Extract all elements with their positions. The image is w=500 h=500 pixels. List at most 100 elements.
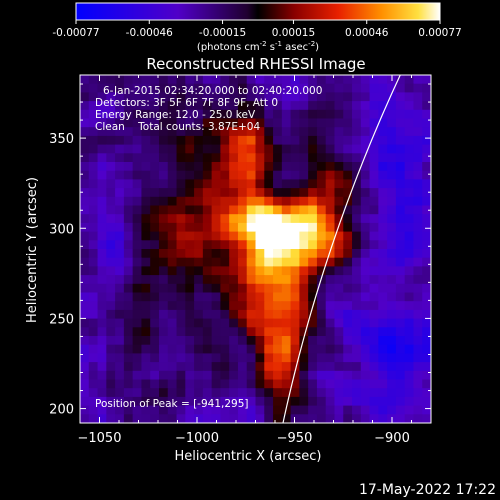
heatmap-cell xyxy=(325,196,336,207)
heatmap-cell xyxy=(360,231,371,241)
heatmap-cell xyxy=(299,266,309,276)
heatmap-cell xyxy=(97,309,107,320)
colorbar-tick-label: -0.00046 xyxy=(126,27,174,39)
heatmap-cell xyxy=(97,353,107,363)
heatmap-cell xyxy=(369,162,379,172)
heatmap-cell xyxy=(413,214,423,224)
heatmap-cell xyxy=(395,353,406,363)
heatmap-cell xyxy=(194,353,204,363)
heatmap-cell xyxy=(422,144,431,154)
heatmap-cell xyxy=(343,318,353,328)
heatmap-cell xyxy=(395,162,406,172)
heatmap-cell xyxy=(273,75,283,85)
heatmap-cell xyxy=(176,327,186,337)
heatmap-cell xyxy=(316,170,327,180)
peak-position-label: Position of Peak = [-941,295] xyxy=(95,398,249,410)
heatmap-cell xyxy=(194,388,204,398)
heatmap-cell xyxy=(246,144,257,154)
colorbar-gradient xyxy=(75,2,441,21)
heatmap-cell xyxy=(352,396,362,407)
heatmap-cell xyxy=(211,83,222,93)
heatmap-cell xyxy=(185,222,195,233)
heatmap-cell xyxy=(194,362,204,372)
heatmap-cell xyxy=(141,301,151,311)
heatmap-cell xyxy=(237,188,248,198)
heatmap-cell xyxy=(281,396,292,407)
heatmap-cell xyxy=(158,101,169,111)
heatmap-cell xyxy=(352,75,362,85)
heatmap-cell xyxy=(185,127,195,137)
heatmap-cell xyxy=(237,379,248,389)
heatmap-cell xyxy=(220,144,230,154)
heatmap-cell xyxy=(290,127,300,137)
heatmap-cell xyxy=(352,353,362,363)
heatmap-cell xyxy=(308,318,318,328)
heatmap-cell xyxy=(299,222,309,233)
heatmap-cell xyxy=(308,405,318,415)
heatmap-cell xyxy=(369,379,379,389)
heatmap-cell xyxy=(264,292,274,302)
heatmap-cell xyxy=(141,414,151,423)
heatmap-cell xyxy=(281,275,292,285)
heatmap-cell xyxy=(123,388,134,398)
heatmap-cell xyxy=(123,109,134,120)
heatmap-cell xyxy=(202,396,213,407)
heatmap-cell xyxy=(369,396,379,407)
heatmap-cell xyxy=(413,188,423,198)
heatmap-cell xyxy=(325,144,336,154)
heatmap-cell xyxy=(132,205,143,215)
heatmap-cell xyxy=(308,109,318,120)
chart-title: Reconstructed RHESSI Image xyxy=(146,55,365,73)
heatmap-cell xyxy=(395,257,406,267)
heatmap-cell xyxy=(246,344,257,354)
solar-limb-line xyxy=(282,75,401,423)
heatmap-cell xyxy=(413,83,423,93)
heatmap-cell xyxy=(316,162,327,172)
heatmap-cell xyxy=(220,214,230,224)
heatmap-cell xyxy=(299,240,309,250)
heatmap-cell xyxy=(115,222,125,233)
heatmap-cell xyxy=(404,379,415,389)
heatmap-cell xyxy=(185,396,195,407)
heatmap-cell xyxy=(422,240,431,250)
heatmap-cell xyxy=(404,101,415,111)
heatmap-cell xyxy=(246,214,257,224)
heatmap-cell xyxy=(185,336,195,346)
heatmap-cell xyxy=(299,101,309,111)
heatmap-cell xyxy=(404,257,415,267)
heatmap-cell xyxy=(352,196,362,207)
heatmap-cell xyxy=(325,240,336,250)
heatmap-cell xyxy=(343,205,353,215)
heatmap-cell xyxy=(369,257,379,267)
heatmap-cell xyxy=(88,336,99,346)
heatmap-cell xyxy=(343,370,353,381)
heatmap-cell xyxy=(404,327,415,337)
heatmap-cell xyxy=(290,336,300,346)
y-tick-label: 250 xyxy=(49,312,74,327)
heatmap-cell xyxy=(123,205,134,215)
heatmap-cell xyxy=(115,214,125,224)
heatmap-cell xyxy=(352,240,362,250)
heatmap-cell xyxy=(150,162,160,172)
heatmap-cell xyxy=(299,396,309,407)
heatmap-cell xyxy=(308,257,318,267)
heatmap-cell xyxy=(316,388,327,398)
heatmap-cell xyxy=(273,231,283,241)
heatmap-cell xyxy=(387,144,397,154)
heatmap-cell xyxy=(387,318,397,328)
heatmap-cell xyxy=(88,414,99,423)
heatmap-cell xyxy=(158,240,169,250)
heatmap-cell xyxy=(378,153,388,163)
heatmap-cell xyxy=(387,266,397,276)
heatmap-cell xyxy=(290,222,300,233)
heatmap-cell xyxy=(229,222,239,233)
heatmap-cell xyxy=(123,214,134,224)
heatmap-cell xyxy=(255,135,265,146)
heatmap-cell xyxy=(80,214,90,224)
heatmap-cell xyxy=(237,101,248,111)
heatmap-cell xyxy=(387,83,397,93)
heatmap-cell xyxy=(132,179,143,189)
heatmap-cell xyxy=(290,327,300,337)
heatmap-cell xyxy=(167,353,178,363)
heatmap-cell xyxy=(88,205,99,215)
